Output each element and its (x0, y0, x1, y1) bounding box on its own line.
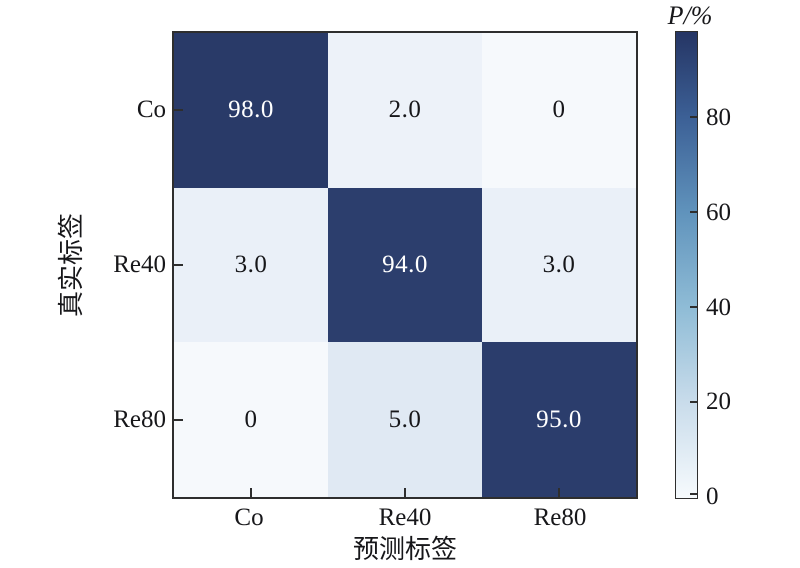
colorbar-tick-label: 0 (706, 483, 719, 510)
colorbar-tick (690, 401, 697, 403)
x-tick-label: Re80 (533, 504, 587, 531)
heatmap-plot-area: 98.0 2.0 0 3.0 94.0 3.0 0 5.0 95.0 (172, 31, 638, 499)
x-axis-tick (250, 488, 252, 497)
matrix-cell: 95.0 (482, 342, 636, 497)
y-tick-label: Co (136, 96, 166, 123)
colorbar-tick-label: 80 (706, 104, 731, 131)
x-tick-label: Re40 (378, 504, 432, 531)
colorbar-tick (690, 211, 697, 213)
matrix-cell: 98.0 (174, 33, 328, 188)
matrix-cell: 94.0 (328, 187, 482, 343)
y-axis-tick (174, 264, 183, 266)
matrix-cell: 2.0 (328, 33, 482, 188)
y-axis-title: 真实标签 (57, 213, 86, 318)
colorbar-tick-label: 20 (706, 388, 731, 415)
matrix-cell: 5.0 (328, 342, 482, 497)
y-tick-label: Re40 (113, 251, 166, 278)
matrix-cell: 3.0 (174, 187, 328, 343)
x-axis-title: 预测标签 (352, 535, 457, 564)
x-axis-tick (558, 488, 560, 497)
y-axis-tick (174, 419, 183, 421)
matrix-cell: 0 (482, 33, 636, 188)
colorbar-tick (690, 493, 697, 495)
matrix-cell: 0 (174, 342, 328, 497)
colorbar-title: P/% (667, 1, 713, 30)
matrix-cell: 3.0 (482, 187, 636, 343)
x-axis-tick (404, 488, 406, 497)
y-tick-label: Re80 (113, 406, 166, 433)
colorbar-tick (690, 116, 697, 118)
colorbar-tick (690, 306, 697, 308)
colorbar (675, 31, 698, 499)
colorbar-tick-label: 40 (706, 294, 731, 321)
x-tick-label: Co (234, 504, 264, 531)
y-axis-tick (174, 109, 183, 111)
colorbar-tick-label: 60 (706, 199, 731, 226)
